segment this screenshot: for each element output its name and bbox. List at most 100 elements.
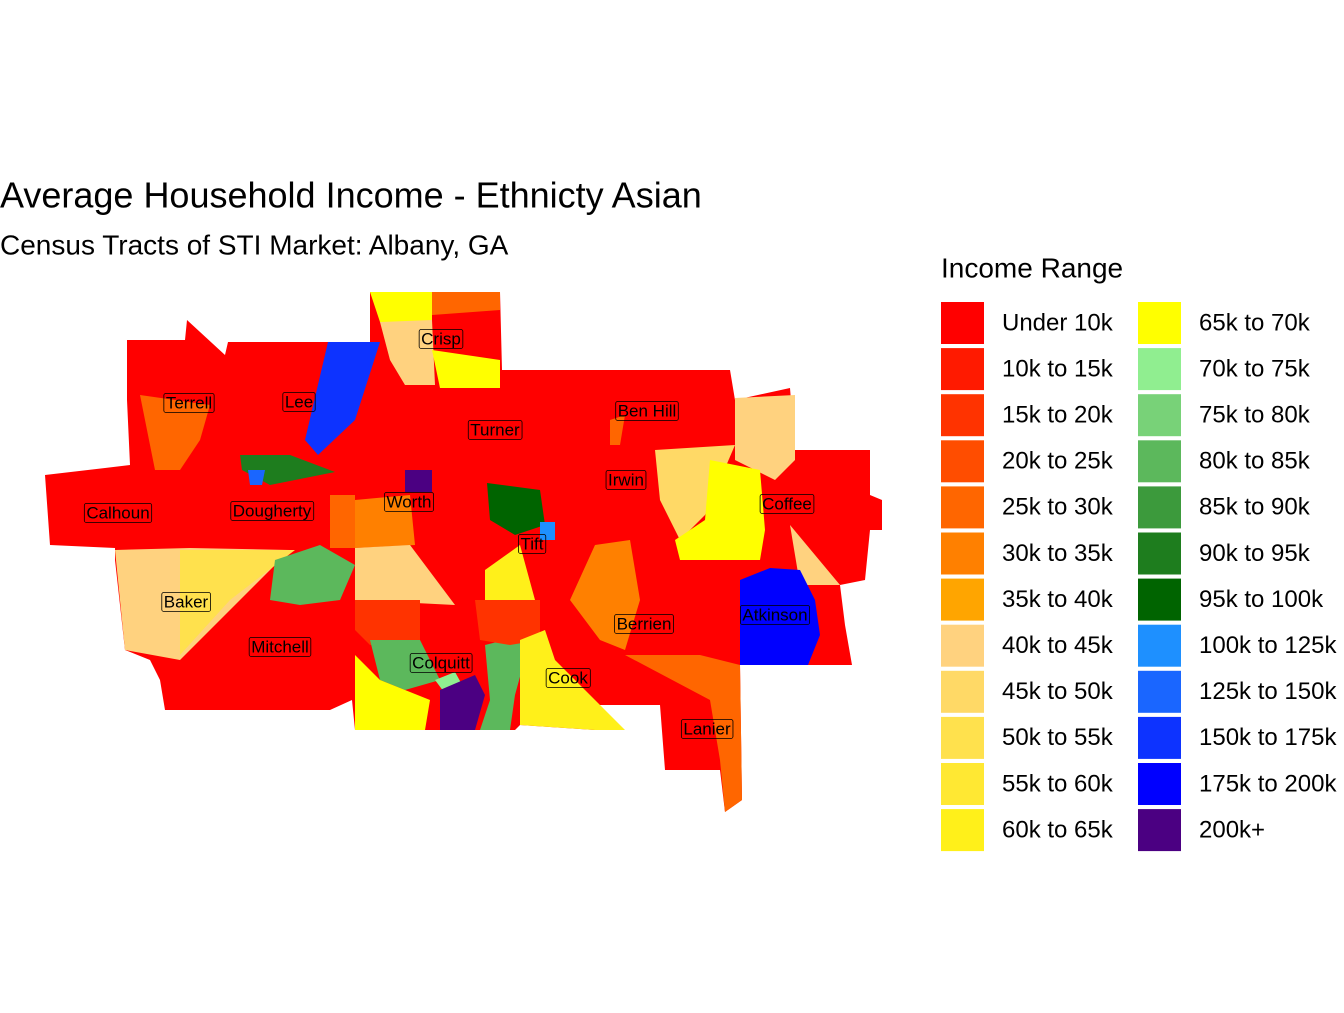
legend-swatch: [1138, 302, 1181, 344]
county-label: Mitchell: [251, 637, 309, 656]
census-tract: [740, 568, 820, 665]
legend-label: 85k to 90k: [1199, 494, 1311, 521]
legend-swatch: [941, 302, 984, 344]
census-tract: [270, 545, 355, 605]
county-label-box: [614, 614, 674, 634]
legend-label: Under 10k: [1002, 309, 1114, 336]
county-label-box: [161, 592, 211, 612]
legend-swatch: [941, 578, 984, 621]
county-label: Baker: [164, 592, 209, 611]
county-label-box: [518, 534, 547, 554]
county-label-box: [230, 501, 315, 521]
county-label: Irwin: [608, 470, 644, 489]
legend-swatch: [1138, 763, 1181, 805]
legend-swatch: [1138, 486, 1181, 529]
census-tract: [355, 655, 430, 730]
legend-label: 80k to 85k: [1199, 448, 1311, 475]
legend-label: 35k to 40k: [1002, 586, 1114, 613]
legend-swatch: [941, 440, 984, 483]
legend-label: 25k to 30k: [1002, 494, 1114, 521]
census-tract: [480, 640, 530, 730]
county-label-box: [163, 393, 215, 413]
legend-label: 125k to 150k: [1199, 678, 1337, 705]
legend-swatch: [941, 670, 984, 713]
legend-label: 20k to 25k: [1002, 448, 1114, 475]
county-label: Calhoun: [86, 503, 149, 522]
legend-swatch: [1138, 348, 1181, 391]
census-tract: [487, 483, 545, 535]
legend-swatch: [1138, 809, 1181, 852]
legend-swatch: [1138, 532, 1181, 575]
county-label-box: [680, 719, 734, 739]
legend-label: 95k to 100k: [1199, 586, 1324, 613]
legend-label: 45k to 50k: [1002, 678, 1114, 705]
county-label-box: [759, 494, 815, 514]
map-subtitle: Census Tracts of STI Market: Albany, GA: [0, 229, 509, 260]
census-tract: [330, 495, 355, 548]
census-tract: [625, 655, 742, 812]
county-label: Tift: [521, 534, 544, 553]
county-label-box: [384, 492, 434, 512]
census-tract: [240, 455, 335, 485]
legend-swatch: [941, 532, 984, 575]
census-tract: [355, 545, 455, 605]
census-tract: [405, 470, 432, 492]
census-tract: [675, 460, 765, 560]
legend-swatch: [1138, 624, 1181, 667]
legend-label: 50k to 55k: [1002, 724, 1114, 751]
county-label-box: [83, 503, 153, 523]
county-label: Cook: [548, 668, 588, 687]
census-tract: [370, 292, 432, 325]
county-label: Terrell: [166, 393, 212, 412]
census-tract: [355, 495, 415, 548]
census-tract: [440, 675, 485, 730]
county-label-box: [545, 668, 591, 688]
county-label-box: [605, 470, 647, 490]
legend-label: 65k to 70k: [1199, 309, 1311, 336]
county-label: Ben Hill: [618, 401, 677, 420]
county-label-box: [282, 392, 316, 412]
map-title: Average Household Income - Ethnicty Asia…: [0, 175, 702, 216]
census-tract: [248, 470, 265, 485]
legend-swatch: [941, 624, 984, 667]
county-label-box: [409, 653, 473, 673]
legend-label: 100k to 125k: [1199, 632, 1337, 659]
county-label: Atkinson: [742, 605, 807, 624]
census-tract: [45, 292, 882, 812]
legend-swatch: [1138, 716, 1181, 759]
legend-label: 75k to 80k: [1199, 402, 1311, 429]
county-label: Coffee: [762, 494, 812, 513]
county-label-box: [739, 605, 811, 625]
county-label: Turner: [470, 420, 520, 439]
census-tract: [140, 395, 210, 470]
legend-label: 30k to 35k: [1002, 540, 1114, 567]
legend-label: 40k to 45k: [1002, 632, 1114, 659]
legend: Under 10k 10k to 15k 15k to 20k 20k to 25k 2…: [941, 302, 1337, 852]
legend-swatch: [1138, 578, 1181, 621]
census-tract: [180, 550, 295, 655]
legend-label: 150k to 175k: [1199, 724, 1337, 751]
county-label-box: [467, 420, 523, 440]
legend-swatch: [941, 348, 984, 391]
county-label: Dougherty: [233, 501, 312, 520]
legend-title: Income Range: [941, 252, 1123, 283]
census-tract: [540, 522, 555, 540]
legend-swatch: [941, 763, 984, 805]
census-tract: [790, 525, 840, 585]
legend-label: 200k+: [1199, 816, 1265, 843]
legend-swatch: [1138, 394, 1181, 437]
legend-label: 60k to 65k: [1002, 816, 1114, 843]
census-tract: [485, 545, 535, 600]
census-tract: [432, 350, 500, 388]
legend-swatch: [1138, 670, 1181, 713]
county-label: Berrien: [617, 614, 672, 633]
legend-label: 10k to 15k: [1002, 355, 1114, 382]
legend-label: 175k to 200k: [1199, 770, 1337, 797]
legend-label: 70k to 75k: [1199, 355, 1311, 382]
county-label: Crisp: [421, 329, 461, 348]
legend-swatch: [941, 394, 984, 437]
census-tract: [570, 540, 640, 650]
legend-swatch: [1138, 440, 1181, 483]
legend-label: 55k to 60k: [1002, 770, 1114, 797]
map: [45, 292, 882, 812]
